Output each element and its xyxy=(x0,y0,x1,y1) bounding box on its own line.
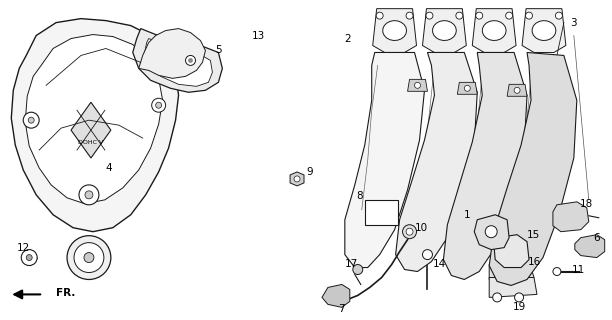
Circle shape xyxy=(465,85,470,91)
Text: 18: 18 xyxy=(580,199,594,209)
Circle shape xyxy=(422,250,433,260)
Circle shape xyxy=(67,236,111,279)
Polygon shape xyxy=(133,28,222,92)
Polygon shape xyxy=(553,202,589,232)
Polygon shape xyxy=(433,21,457,41)
Circle shape xyxy=(188,59,193,62)
Text: 11: 11 xyxy=(572,265,586,275)
Circle shape xyxy=(376,12,383,19)
Text: 1: 1 xyxy=(464,210,471,220)
Text: 16: 16 xyxy=(528,257,540,267)
Text: 12: 12 xyxy=(17,243,30,252)
Text: 8: 8 xyxy=(356,191,363,201)
Circle shape xyxy=(515,293,523,302)
Text: FR.: FR. xyxy=(56,288,75,299)
Polygon shape xyxy=(408,79,427,91)
Circle shape xyxy=(152,98,166,112)
Polygon shape xyxy=(383,21,406,41)
Text: 14: 14 xyxy=(433,259,446,268)
Text: DOHC V: DOHC V xyxy=(78,140,103,145)
Circle shape xyxy=(85,191,93,199)
Circle shape xyxy=(294,176,300,182)
Circle shape xyxy=(526,12,532,19)
Polygon shape xyxy=(444,52,527,279)
Polygon shape xyxy=(489,52,577,285)
Text: 19: 19 xyxy=(512,302,526,312)
Circle shape xyxy=(493,293,502,302)
Circle shape xyxy=(353,265,363,275)
Polygon shape xyxy=(345,52,425,268)
Circle shape xyxy=(556,12,562,19)
Circle shape xyxy=(28,117,34,123)
Circle shape xyxy=(506,12,513,19)
Polygon shape xyxy=(322,284,350,307)
Polygon shape xyxy=(457,82,477,94)
Polygon shape xyxy=(395,52,477,271)
Circle shape xyxy=(74,243,104,273)
Polygon shape xyxy=(474,215,509,250)
Text: 9: 9 xyxy=(307,167,313,177)
Text: 2: 2 xyxy=(345,34,351,44)
Circle shape xyxy=(406,228,413,235)
Text: 10: 10 xyxy=(415,223,428,233)
Text: 4: 4 xyxy=(105,163,112,173)
Circle shape xyxy=(23,112,39,128)
Polygon shape xyxy=(522,9,566,52)
Circle shape xyxy=(21,250,37,266)
Circle shape xyxy=(406,12,413,19)
Polygon shape xyxy=(507,84,527,96)
Text: 5: 5 xyxy=(215,45,222,55)
Circle shape xyxy=(476,12,483,19)
Circle shape xyxy=(553,268,561,276)
Polygon shape xyxy=(489,277,537,297)
Polygon shape xyxy=(365,200,398,225)
Text: 13: 13 xyxy=(252,30,265,41)
Circle shape xyxy=(403,225,417,239)
Circle shape xyxy=(485,226,497,238)
Polygon shape xyxy=(489,261,534,279)
Polygon shape xyxy=(422,9,466,52)
Text: 7: 7 xyxy=(338,304,345,314)
Polygon shape xyxy=(575,235,605,258)
Polygon shape xyxy=(290,172,304,186)
Text: 6: 6 xyxy=(594,233,600,243)
Polygon shape xyxy=(71,102,111,158)
Polygon shape xyxy=(532,21,556,41)
Circle shape xyxy=(84,252,94,262)
Circle shape xyxy=(414,82,420,88)
Polygon shape xyxy=(11,19,179,232)
Polygon shape xyxy=(144,38,212,86)
Circle shape xyxy=(456,12,463,19)
Polygon shape xyxy=(472,9,516,52)
Circle shape xyxy=(26,255,32,260)
Text: 15: 15 xyxy=(526,230,540,240)
Polygon shape xyxy=(494,235,529,268)
Polygon shape xyxy=(25,35,163,204)
Polygon shape xyxy=(139,28,206,78)
Circle shape xyxy=(185,55,195,65)
Text: 17: 17 xyxy=(345,259,359,268)
Circle shape xyxy=(514,87,520,93)
Text: 3: 3 xyxy=(570,18,577,28)
Circle shape xyxy=(79,185,99,205)
Polygon shape xyxy=(373,9,417,52)
Circle shape xyxy=(155,102,162,108)
Circle shape xyxy=(426,12,433,19)
Polygon shape xyxy=(482,21,506,41)
